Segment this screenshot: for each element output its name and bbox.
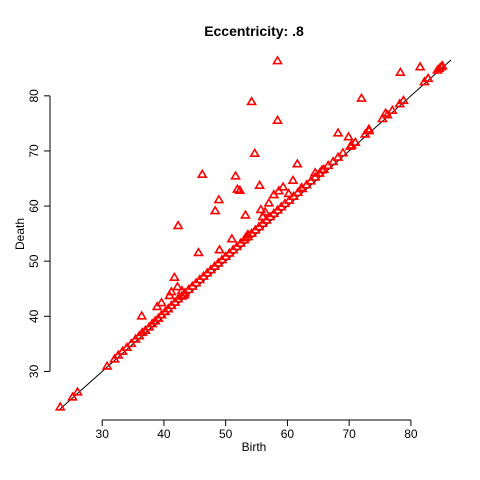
data-point [268, 189, 280, 199]
x-axis: 30 40 50 60 70 80 [96, 419, 418, 441]
data-point [234, 184, 246, 194]
data-point [230, 170, 241, 180]
y-axis-title: Death [13, 218, 27, 250]
data-point [309, 167, 321, 177]
data-point [394, 66, 406, 76]
data-point [246, 96, 258, 106]
data-point [349, 136, 361, 146]
data-point [165, 286, 177, 296]
data-point [343, 131, 354, 141]
y-tick-label: 30 [27, 364, 41, 378]
x-tick-label: 60 [281, 427, 295, 441]
data-point [291, 158, 303, 168]
data-point [54, 401, 66, 411]
data-point [356, 92, 367, 102]
data-point [72, 386, 83, 396]
data-point [277, 181, 289, 191]
data-point [259, 206, 271, 216]
data-point [257, 211, 269, 221]
chart-title: Eccentricity: .8 [204, 23, 304, 39]
y-tick-label: 70 [27, 144, 41, 158]
data-point [136, 310, 148, 320]
data-point [209, 205, 221, 215]
data-point [316, 164, 328, 174]
data-point [213, 194, 225, 204]
data-point [176, 285, 188, 295]
data-point [398, 95, 409, 105]
x-tick-label: 70 [342, 427, 356, 441]
data-point [287, 174, 299, 185]
data-point [193, 247, 204, 257]
data-point [196, 168, 208, 178]
data-point [422, 72, 434, 83]
data-point [255, 204, 267, 214]
data-point [156, 297, 167, 307]
data-point [226, 233, 238, 243]
data-point [296, 182, 308, 192]
data-point [214, 244, 225, 254]
data-point [346, 139, 358, 149]
y-tick-label: 50 [27, 254, 41, 268]
data-point [386, 104, 398, 115]
x-tick-label: 40 [157, 427, 171, 441]
data-point [283, 188, 295, 198]
x-tick-label: 80 [404, 427, 418, 441]
data-point [272, 55, 283, 65]
data-point [327, 156, 339, 166]
data-point [337, 147, 349, 157]
data-point [249, 147, 261, 158]
points-layer [54, 55, 448, 411]
data-point [178, 289, 190, 299]
data-point [172, 220, 184, 230]
y-tick-label: 80 [27, 89, 41, 103]
data-point [363, 123, 375, 133]
data-point [240, 209, 251, 219]
data-point [263, 197, 275, 207]
data-point [380, 107, 391, 117]
data-point [169, 271, 180, 282]
x-axis-title: Birth [242, 440, 267, 454]
y-tick-label: 60 [27, 199, 41, 213]
data-point [363, 125, 375, 135]
x-tick-label: 30 [96, 427, 110, 441]
data-point [101, 360, 113, 370]
data-point [254, 179, 266, 189]
data-point [172, 281, 183, 291]
data-point [242, 228, 254, 239]
y-axis: 30 40 50 60 70 80 [27, 89, 51, 378]
x-tick-label: 50 [219, 427, 233, 441]
y-tick-label: 40 [27, 309, 41, 323]
data-point [332, 151, 344, 161]
data-point [136, 327, 148, 337]
data-point [125, 338, 137, 348]
data-point [414, 61, 426, 71]
data-point [332, 127, 344, 137]
data-point [272, 114, 283, 124]
data-point [67, 391, 78, 401]
data-point [436, 60, 448, 70]
